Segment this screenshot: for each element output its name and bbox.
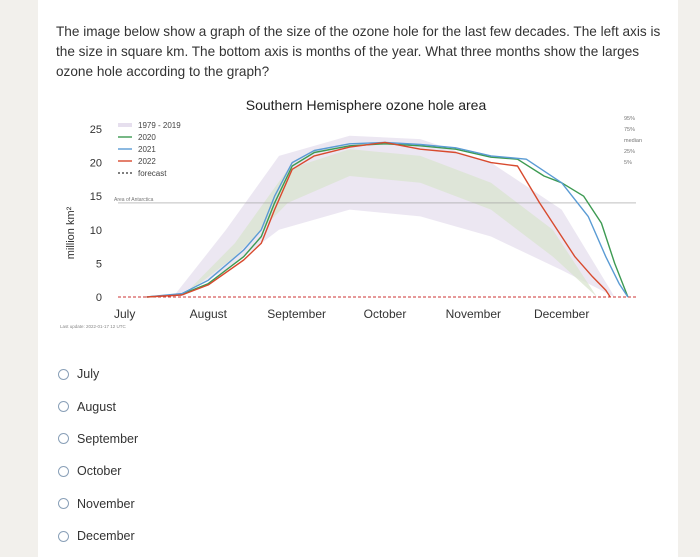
y-tick-label: 25 [90, 124, 102, 136]
option-label: August [77, 399, 116, 414]
radio-button[interactable] [58, 498, 69, 510]
x-tick-label: September [267, 307, 326, 321]
legend-label: 2021 [138, 145, 156, 154]
option-november[interactable]: November [58, 488, 138, 520]
x-tick-label: November [446, 307, 501, 321]
x-tick-label: July [114, 307, 135, 321]
radio-button[interactable] [58, 465, 69, 477]
series-group [146, 141, 629, 298]
percentile-label: 75% [624, 127, 635, 133]
chart-svg: Area of Antarctica Southern Hemisphere o… [60, 97, 642, 329]
legend-label: 2020 [138, 133, 156, 142]
x-ticks: July August September October November Decemb… [114, 307, 589, 321]
y-ticks: 0 5 10 15 20 25 [90, 124, 102, 304]
antarctica-reference-label: Area of Antarctica [114, 197, 154, 203]
option-october[interactable]: October [58, 455, 138, 487]
x-tick-label: December [534, 307, 589, 321]
y-tick-label: 20 [90, 158, 102, 170]
ozone-chart: Area of Antarctica Southern Hemisphere o… [56, 92, 662, 344]
option-label: December [77, 529, 135, 544]
option-label: July [77, 367, 100, 382]
percentile-label: 5% [624, 160, 632, 166]
y-tick-label: 10 [90, 225, 102, 237]
radio-button[interactable] [58, 401, 69, 413]
option-september[interactable]: September [58, 423, 138, 455]
question-panel [38, 0, 678, 557]
climatology-band-1 [181, 149, 597, 297]
legend: 1979 - 2019 2020 2021 2022 forecast [118, 121, 181, 178]
radio-button[interactable] [58, 433, 69, 445]
percentile-labels: 95% 75% median 25% 5% [624, 116, 642, 166]
option-july[interactable]: July [58, 358, 138, 390]
radio-button[interactable] [58, 530, 69, 542]
percentile-bands [172, 135, 615, 297]
series-line-2020 [146, 143, 629, 298]
radio-button[interactable] [58, 368, 69, 380]
legend-label: 1979 - 2019 [138, 121, 181, 130]
y-tick-label: 0 [96, 292, 102, 304]
y-tick-label: 5 [96, 258, 102, 270]
legend-label: forecast [138, 169, 167, 178]
y-tick-label: 15 [90, 191, 102, 203]
percentile-label: 25% [624, 149, 635, 155]
percentile-label: 95% [624, 116, 635, 122]
option-label: November [77, 496, 135, 511]
legend-label: 2022 [138, 157, 156, 166]
option-december[interactable]: December [58, 520, 138, 552]
chart-title: Southern Hemisphere ozone hole area [246, 97, 487, 113]
percentile-label: median [624, 138, 642, 144]
series-line-2022 [146, 141, 611, 298]
answer-options: July August September October November D… [58, 358, 138, 552]
option-label: October [77, 464, 122, 479]
x-tick-label: August [190, 307, 228, 321]
option-august[interactable]: August [58, 390, 138, 422]
x-tick-label: October [364, 307, 407, 321]
footnote: Last update: 2022-01-17 12 UTC [60, 324, 127, 329]
option-label: September [77, 431, 139, 446]
y-axis-label: million km² [65, 206, 77, 259]
question-text: The image below show a graph of the size… [56, 24, 661, 79]
